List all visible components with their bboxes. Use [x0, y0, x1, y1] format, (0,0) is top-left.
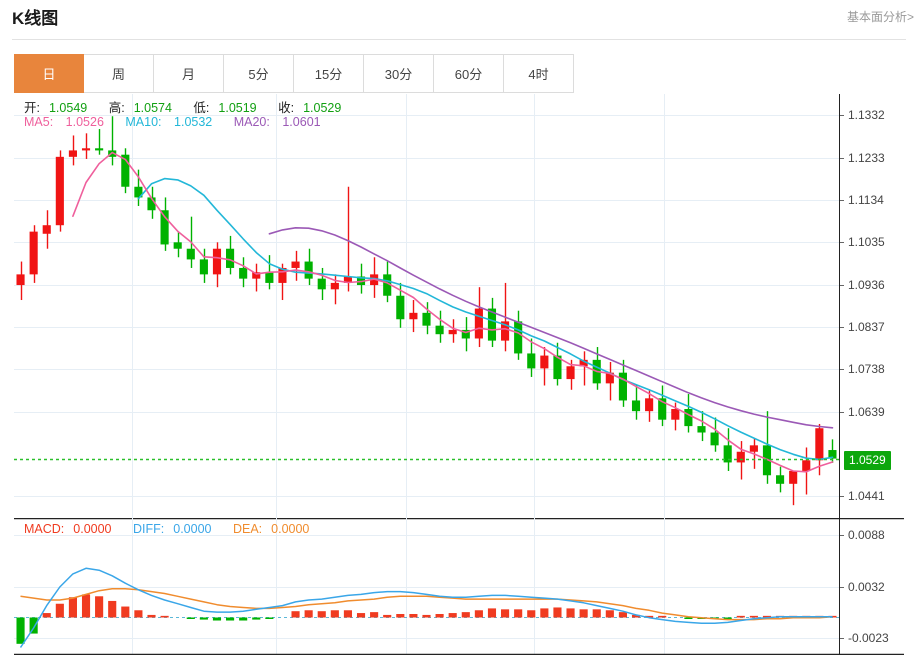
tab-label: 60分 [454, 67, 483, 82]
tab-label: 15分 [314, 67, 343, 82]
tab-label: 周 [111, 67, 125, 82]
page-title: K线图 [12, 9, 59, 28]
tab-4[interactable]: 15分 [294, 54, 364, 93]
price-panel[interactable]: 开: 1.0549 高: 1.0574 低: 1.0519 收: 1.0529 MA5:… [14, 94, 904, 518]
header-divider [12, 39, 906, 40]
tab-1[interactable]: 周 [84, 54, 154, 93]
page-header: K线图 基本面分析> [0, 0, 918, 40]
tab-label: 4时 [528, 67, 549, 82]
macd-indicator-plot [14, 518, 904, 655]
tab-5[interactable]: 30分 [364, 54, 434, 93]
tab-7[interactable]: 4时 [504, 54, 574, 93]
tab-6[interactable]: 60分 [434, 54, 504, 93]
timeframe-tab-bar: 日 周 月 5分 15分 30分 60分 4时 [14, 54, 574, 93]
fundamental-analysis-link[interactable]: 基本面分析> [846, 10, 914, 24]
macd-panel[interactable]: MACD: 0.0000 DIFF: 0.0000 DEA: 0.0000 0.008… [14, 518, 904, 655]
tab-label: 月 [181, 67, 195, 82]
tab-0[interactable]: 日 [14, 54, 84, 93]
tab-label: 5分 [248, 67, 269, 82]
tab-2[interactable]: 月 [154, 54, 224, 93]
tab-label: 日 [42, 67, 56, 82]
price-candlestick-plot [14, 94, 844, 518]
kline-chart-area: 开: 1.0549 高: 1.0574 低: 1.0519 收: 1.0529 MA5:… [14, 94, 904, 655]
tab-3[interactable]: 5分 [224, 54, 294, 93]
tab-label: 30分 [384, 67, 413, 82]
